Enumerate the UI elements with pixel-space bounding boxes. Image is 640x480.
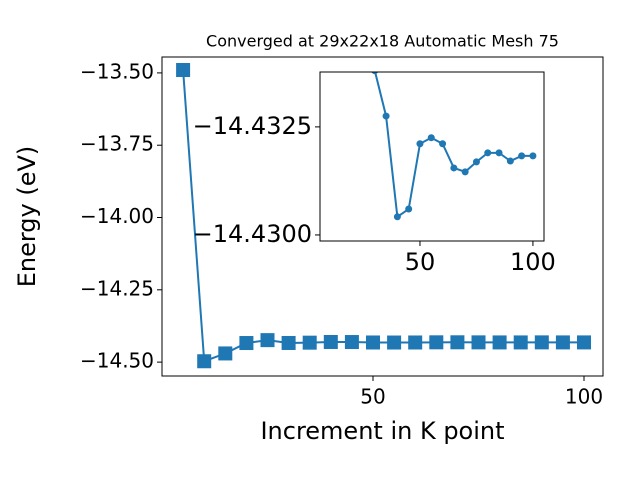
marker xyxy=(506,157,514,165)
marker xyxy=(450,335,465,350)
plot-frame xyxy=(319,71,545,242)
marker xyxy=(366,335,381,350)
x-tick-label: 100 xyxy=(565,385,603,409)
y-tick-label: −13.50 xyxy=(80,59,154,83)
marker xyxy=(429,335,444,350)
x-tick-label: 50 xyxy=(405,248,436,276)
x-tick-label: 50 xyxy=(360,385,385,409)
marker xyxy=(513,335,528,350)
y-tick-label: −14.25 xyxy=(80,276,154,300)
x-axis-label: Increment in K point xyxy=(260,417,504,445)
marker xyxy=(393,213,401,221)
marker xyxy=(260,333,275,348)
marker xyxy=(529,152,537,160)
marker xyxy=(176,63,191,78)
marker xyxy=(281,335,296,350)
marker xyxy=(471,335,486,350)
marker xyxy=(427,134,435,142)
marker xyxy=(555,335,570,350)
marker xyxy=(302,335,317,350)
marker xyxy=(492,335,507,350)
marker xyxy=(518,152,526,160)
y-tick-label: −14.00 xyxy=(80,204,154,228)
marker xyxy=(408,335,423,350)
marker xyxy=(450,164,458,172)
plot-area xyxy=(371,72,537,221)
marker xyxy=(197,354,212,369)
marker xyxy=(577,335,592,350)
marker xyxy=(416,140,424,148)
marker xyxy=(439,140,447,148)
marker xyxy=(534,335,549,350)
marker xyxy=(387,335,402,350)
marker xyxy=(484,149,492,157)
y-tick-label: −14.4300 xyxy=(193,220,312,248)
marker xyxy=(405,205,413,213)
y-tick-label: −13.75 xyxy=(80,132,154,156)
marker xyxy=(344,335,359,350)
plot-background xyxy=(320,72,544,241)
x-tick-label: 100 xyxy=(510,248,556,276)
marker xyxy=(461,168,469,176)
marker xyxy=(218,346,233,361)
y-tick-label: −14.50 xyxy=(80,349,154,373)
marker xyxy=(382,112,390,120)
marker xyxy=(495,149,503,157)
marker xyxy=(239,336,254,351)
chart-title: Converged at 29x22x18 Automatic Mesh 75 xyxy=(206,32,559,51)
marker xyxy=(323,334,338,349)
plot-frame xyxy=(161,56,604,377)
y-axis-label: Energy (eV) xyxy=(13,146,41,288)
marker xyxy=(371,72,379,75)
y-tick-label: −14.4325 xyxy=(193,112,312,140)
marker xyxy=(472,158,480,166)
